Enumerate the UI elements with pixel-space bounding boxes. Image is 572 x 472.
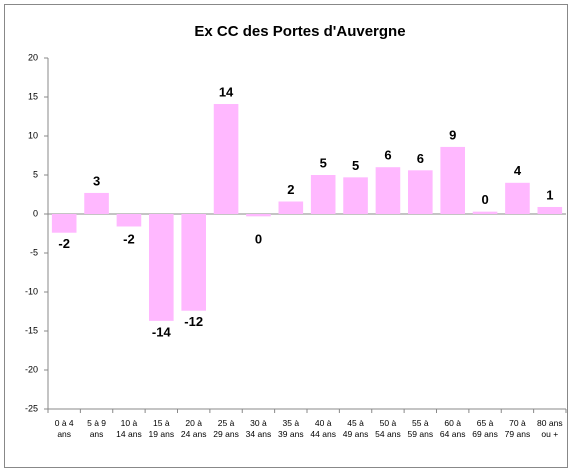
bar [84, 192, 109, 214]
x-tick-label: 15 à 19 ans [148, 418, 175, 439]
data-label: 6 [417, 151, 424, 166]
bar [213, 104, 239, 214]
data-label: 5 [320, 155, 327, 170]
x-tick-label: 65 à 69 ans [472, 418, 498, 439]
data-label: 6 [384, 148, 391, 163]
x-tick-label: 35 à 39 ans [278, 418, 304, 439]
x-tick-label: 45 à 49 ans [342, 418, 369, 439]
bar [408, 170, 433, 214]
data-label: 0 [255, 231, 262, 246]
x-tick-label: 55 à 59 ans [407, 418, 434, 439]
x-tick-label: 50 à 54 ans [375, 418, 401, 439]
data-label: 0 [481, 192, 488, 207]
y-tick-label: 15 [28, 91, 38, 101]
y-tick-label: -5 [30, 247, 38, 257]
chart-border [4, 4, 568, 468]
data-label: 1 [546, 187, 553, 202]
y-tick-label: -15 [25, 325, 38, 335]
bar [181, 214, 206, 311]
x-tick-label: 0 à 4 ans [54, 418, 74, 439]
y-tick-label: 5 [33, 169, 38, 179]
x-tick-label: 20 à 24 ans [180, 418, 207, 439]
x-tick-label: 10 à 14 ans [116, 418, 142, 439]
x-tick-label: 60 à 64 ans [439, 418, 466, 439]
bar [278, 201, 304, 214]
bar [505, 182, 530, 214]
bar [375, 167, 401, 214]
y-tick-label: 0 [33, 208, 38, 218]
bar [343, 177, 368, 214]
data-label: 5 [352, 158, 359, 173]
data-label: -12 [184, 314, 203, 329]
y-tick-label: -25 [25, 403, 38, 413]
bar [246, 214, 271, 217]
x-tick-label: 25 à 29 ans [213, 418, 239, 439]
bar [472, 211, 498, 214]
y-tick-label: -10 [25, 286, 38, 296]
bar [537, 206, 563, 214]
y-tick-label: -20 [25, 364, 38, 374]
y-tick-label: 20 [28, 52, 38, 62]
x-tick-label: 70 à 79 ans [504, 418, 531, 439]
x-tick-label: 80 ans ou + [537, 418, 563, 439]
data-label: 4 [514, 163, 522, 178]
data-label: 2 [287, 182, 294, 197]
data-label: 9 [449, 127, 456, 142]
bar [440, 146, 465, 214]
bar [149, 214, 174, 321]
x-tick-label: 5 à 9 ans [87, 418, 107, 439]
chart-title: Ex CC des Portes d'Auvergne [194, 23, 405, 40]
bar [310, 175, 336, 214]
data-label: -2 [123, 231, 135, 246]
data-label: 3 [93, 173, 100, 188]
data-label: 14 [219, 84, 234, 99]
bar [116, 214, 142, 227]
data-label: -2 [58, 236, 70, 251]
bar [51, 214, 77, 233]
x-tick-label: 30 à 34 ans [245, 418, 272, 439]
x-tick-label: 40 à 44 ans [310, 418, 336, 439]
y-tick-label: 10 [28, 130, 38, 140]
data-label: -14 [152, 324, 172, 339]
